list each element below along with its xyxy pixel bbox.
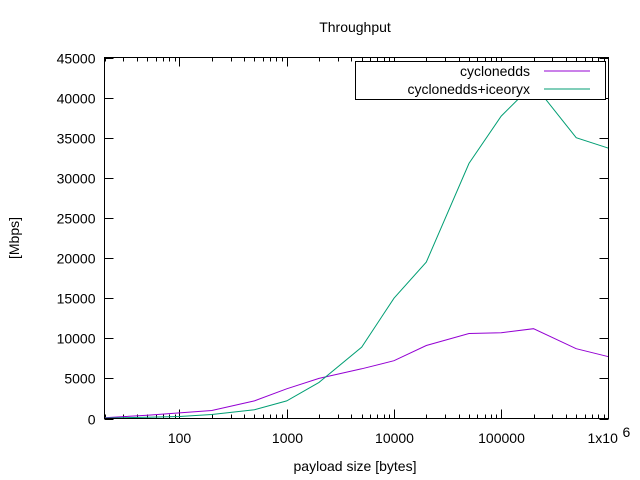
x-axis: 100 1000 10000 100000 1x10 6: [105, 57, 631, 446]
x-axis-label: payload size [bytes]: [294, 458, 417, 474]
x-tick-label: 1x10: [588, 430, 619, 446]
x-tick-label: 10000: [375, 430, 414, 446]
series-line-cyclonedds-iceoryx: [104, 83, 609, 419]
y-tick-label: 40000: [57, 91, 96, 107]
y-tick-label: 0: [88, 412, 96, 428]
legend-label: cyclonedds+iceoryx: [407, 81, 530, 97]
series-layer: [104, 83, 609, 419]
y-axis: 0 5000 10000 15000 20000 25000 30000 35000 40000…: [57, 51, 609, 428]
x-tick-exponent: 6: [623, 424, 631, 440]
x-tick-label: 100000: [478, 430, 525, 446]
y-tick-label: 20000: [57, 251, 96, 267]
series-line-cyclonedds: [104, 328, 609, 419]
y-tick-label: 35000: [57, 131, 96, 147]
y-tick-label: 5000: [64, 371, 95, 387]
chart-title: Throughput: [319, 19, 391, 35]
y-tick-label: 10000: [57, 331, 96, 347]
y-tick-label: 15000: [57, 291, 96, 307]
y-tick-label: 25000: [57, 211, 96, 227]
plot-frame: [104, 57, 609, 419]
x-tick-label: 1000: [272, 430, 303, 446]
legend-label: cyclonedds: [460, 63, 530, 79]
y-tick-label: 30000: [57, 171, 96, 187]
x-tick-label: 100: [168, 430, 192, 446]
y-tick-label: 45000: [57, 51, 96, 67]
y-axis-label: [Mbps]: [6, 217, 22, 259]
legend-box: [355, 61, 606, 100]
legend: cyclonedds cyclonedds+iceoryx: [355, 61, 606, 100]
